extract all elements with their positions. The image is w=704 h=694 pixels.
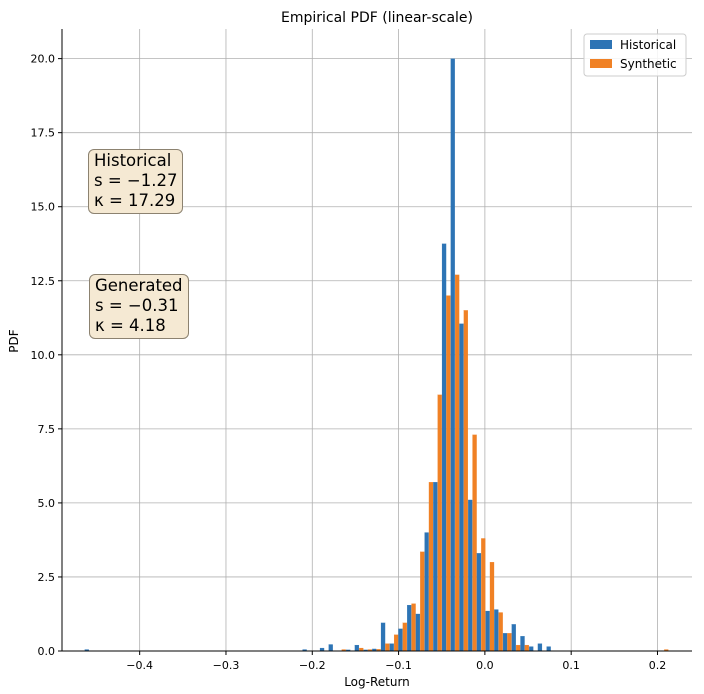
bar-historical (389, 643, 394, 652)
y-tick-label: 17.5 (31, 127, 56, 140)
bar-synthetic (489, 562, 495, 652)
bar-synthetic (498, 612, 503, 652)
x-tick-label: 0.0 (476, 659, 494, 672)
y-ticks: 0.0 2.5 5.0 7.5 10.0 12.5 15.0 17.5 20.0 (31, 53, 62, 658)
bar-synthetic (420, 551, 425, 652)
y-tick-label: 2.5 (38, 571, 56, 584)
historical-kurtosis: κ = 17.29 (94, 191, 176, 210)
x-ticks: −0.4 −0.3 −0.2 −0.1 0.0 0.1 0.2 (126, 651, 666, 672)
bar-historical (415, 613, 421, 652)
bar-synthetic (455, 274, 460, 652)
chart-title: Empirical PDF (linear-scale) (281, 10, 473, 26)
bar-historical (459, 323, 464, 652)
y-tick-label: 10.0 (31, 349, 56, 362)
bar-synthetic (463, 310, 468, 652)
historical-skewness: s = −1.27 (94, 171, 178, 190)
bar-historical (520, 636, 525, 652)
bar-historical (380, 622, 386, 652)
y-tick-label: 20.0 (31, 53, 56, 66)
bar-historical (502, 633, 508, 652)
legend-label-historical: Historical (620, 38, 676, 52)
bar-synthetic (446, 295, 451, 652)
y-axis-label: PDF (7, 329, 21, 352)
axes (61, 29, 692, 652)
bar-historical (494, 609, 499, 652)
bar-synthetic (385, 643, 390, 652)
generated-stats-title: Generated (95, 276, 183, 295)
bar-historical (433, 482, 438, 652)
generated-stats-box: Generated s = −0.31 κ = 4.18 (89, 274, 189, 339)
bar-historical (529, 646, 534, 652)
x-tick-label: −0.3 (213, 659, 240, 672)
bar-historical (328, 644, 333, 652)
generated-skewness: s = −0.31 (95, 296, 179, 315)
historical-stats-title: Historical (94, 151, 172, 170)
bar-historical (537, 643, 543, 652)
bar-synthetic (507, 633, 512, 652)
x-tick-label: −0.2 (299, 659, 326, 672)
bar-historical (476, 553, 482, 652)
bar-historical (441, 243, 447, 652)
bar-synthetic (524, 644, 529, 652)
bar-historical (354, 644, 360, 652)
bar-historical (398, 628, 403, 652)
x-tick-label: 0.2 (649, 659, 667, 672)
bar-historical (407, 604, 412, 652)
bar-synthetic (402, 622, 407, 652)
x-tick-label: −0.1 (385, 659, 412, 672)
y-tick-label: 7.5 (38, 423, 56, 436)
x-tick-label: −0.4 (126, 659, 153, 672)
y-tick-label: 15.0 (31, 201, 56, 214)
bar-historical (450, 58, 455, 652)
y-tick-label: 12.5 (31, 275, 56, 288)
bar-historical (485, 610, 490, 652)
legend-swatch-synthetic (590, 59, 612, 68)
bar-historical (511, 624, 516, 652)
bar-synthetic (437, 394, 442, 652)
bar-historical (424, 532, 429, 652)
x-tick-label: 0.1 (562, 659, 580, 672)
historical-stats-box: Historical s = −1.27 κ = 17.29 (88, 149, 184, 214)
bar-synthetic (481, 538, 486, 652)
bar-synthetic (516, 644, 521, 652)
bar-synthetic (472, 434, 477, 652)
bar-synthetic (393, 634, 399, 652)
bars (84, 58, 669, 652)
x-axis-label: Log-Return (344, 675, 410, 689)
legend: Historical Synthetic (583, 33, 687, 77)
grid (62, 29, 692, 652)
legend-swatch-historical (590, 40, 612, 49)
bar-synthetic (428, 482, 434, 652)
bar-historical (546, 646, 551, 652)
y-tick-label: 5.0 (38, 497, 56, 510)
generated-kurtosis: κ = 4.18 (95, 316, 166, 335)
legend-label-synthetic: Synthetic (620, 57, 677, 71)
y-tick-label: 0.0 (38, 645, 56, 658)
bar-synthetic (411, 603, 416, 652)
bar-historical (468, 499, 473, 652)
